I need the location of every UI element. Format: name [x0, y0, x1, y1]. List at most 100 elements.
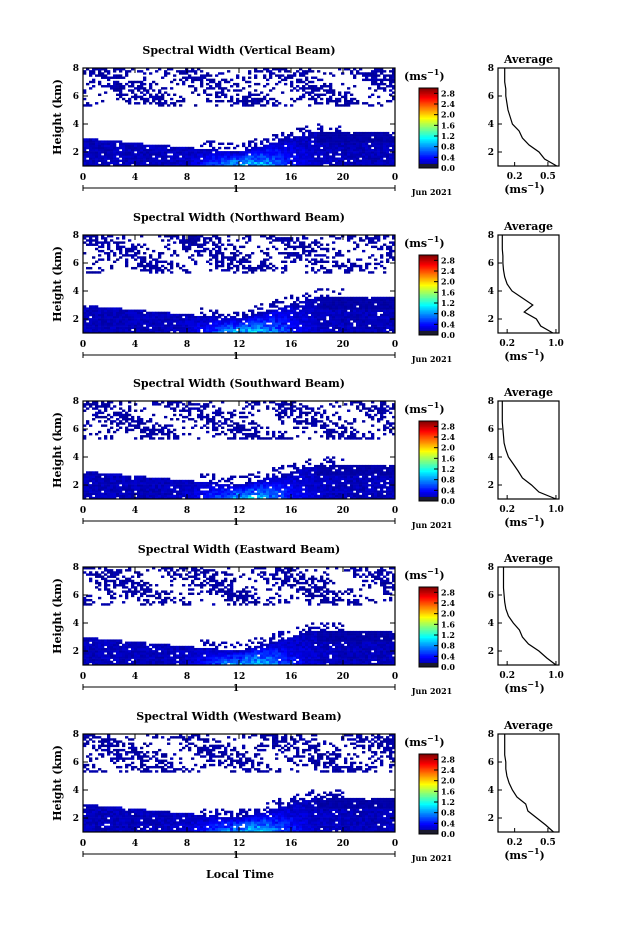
heatmap-cell [281, 140, 285, 143]
heatmap-cell [290, 296, 294, 300]
heatmap-cell [86, 239, 90, 242]
heatmap-cell [113, 82, 117, 86]
heatmap-cell [389, 303, 393, 306]
heatmap-cell [134, 142, 138, 145]
heatmap-cell [98, 254, 102, 257]
heatmap-cell [389, 89, 393, 92]
heatmap-cell [89, 243, 93, 246]
heatmap-cell [98, 477, 102, 481]
heatmap-cell [251, 151, 255, 154]
heatmap-cell [164, 311, 168, 315]
heatmap-cell [155, 269, 159, 272]
heatmap-cell [311, 249, 315, 253]
heatmap-cell [224, 328, 228, 332]
heatmap-cell [197, 76, 201, 79]
heatmap-cell [113, 473, 117, 476]
heatmap-cell [95, 309, 99, 312]
heatmap-cell [350, 309, 354, 312]
heatmap-cell [179, 95, 183, 99]
heatmap-cell [98, 320, 102, 323]
heatmap-cell [248, 72, 252, 75]
heatmap-cell [284, 266, 288, 270]
heatmap-cell [137, 484, 141, 487]
heatmap-cell [266, 313, 270, 317]
heatmap-cell [374, 157, 378, 160]
heatmap-cell [275, 82, 279, 86]
heatmap-cell [164, 486, 168, 489]
heatmap-cell [110, 328, 114, 332]
colorbar-step [419, 265, 438, 268]
heatmap-cell [353, 309, 357, 312]
colorbar-step [419, 90, 438, 93]
heatmap-cell [119, 241, 123, 244]
heatmap-cell [212, 247, 216, 251]
heatmap-cell [320, 294, 324, 298]
heatmap-cell [326, 326, 330, 330]
heatmap-cell [92, 418, 96, 421]
heatmap-cell [218, 161, 222, 165]
colorbar-tick-label: 1.2 [441, 131, 455, 141]
heatmap-cell [101, 496, 105, 500]
heatmap-cell [389, 161, 393, 165]
heatmap-cell [365, 235, 369, 238]
heatmap-cell [110, 420, 114, 423]
heatmap-cell [251, 309, 255, 312]
heatmap-cell [236, 249, 240, 253]
heatmap-cell [206, 97, 210, 101]
heatmap-cell [233, 426, 237, 429]
heatmap-cell [392, 241, 396, 244]
heatmap-cell [86, 407, 90, 410]
heatmap-cell [113, 68, 117, 71]
heatmap-cell [377, 262, 381, 266]
heatmap-cell [326, 136, 330, 139]
heatmap-cell [350, 163, 354, 167]
heatmap-cell [356, 148, 360, 152]
heatmap-cell [119, 140, 123, 143]
heatmap-cell [98, 80, 102, 84]
heatmap-cell [221, 328, 225, 332]
heatmap-cell [221, 159, 225, 163]
heatmap-cell [212, 256, 216, 259]
heatmap-cell [374, 68, 378, 71]
heatmap-cell [326, 131, 330, 135]
heatmap-cell [383, 320, 387, 323]
heatmap-cell [203, 74, 207, 77]
heatmap-cell [188, 492, 192, 496]
heatmap-cell [110, 437, 114, 440]
heatmap-cell [197, 254, 201, 257]
heatmap-cell [296, 153, 300, 156]
heatmap-cell [389, 252, 393, 255]
heatmap-cell [338, 136, 342, 139]
heatmap-cell [89, 266, 93, 270]
heatmap-cell [116, 492, 120, 496]
heatmap-cell [386, 309, 390, 312]
heatmap-cell [383, 309, 387, 312]
heatmap-cell [236, 330, 240, 334]
heatmap-cell [362, 311, 366, 315]
heatmap-cell [86, 481, 90, 485]
heatmap-cell [245, 155, 249, 158]
heatmap-cell [155, 151, 159, 154]
heatmap-cell [350, 153, 354, 156]
heatmap-cell [332, 74, 336, 77]
heatmap-cell [269, 315, 273, 319]
heatmap-cell [296, 324, 300, 327]
heatmap-cell [107, 252, 111, 255]
heatmap-cell [98, 492, 102, 496]
heatmap-cell [356, 264, 360, 268]
heatmap-cell [320, 260, 324, 263]
heatmap-cell [257, 161, 261, 165]
heatmap-cell [122, 241, 126, 244]
heatmap-cell [122, 484, 126, 487]
heatmap-cell [113, 405, 117, 408]
heatmap-cell [308, 252, 312, 255]
heatmap-cell [140, 151, 144, 154]
heatmap-cell [356, 330, 360, 334]
heatmap-cell [257, 102, 261, 105]
heatmap-cell [182, 70, 186, 73]
colorbar-step [419, 96, 438, 98]
heatmap-cell [290, 307, 294, 310]
heatmap-cell [230, 258, 234, 261]
heatmap-cell [137, 486, 141, 489]
heatmap-cell [185, 247, 189, 251]
